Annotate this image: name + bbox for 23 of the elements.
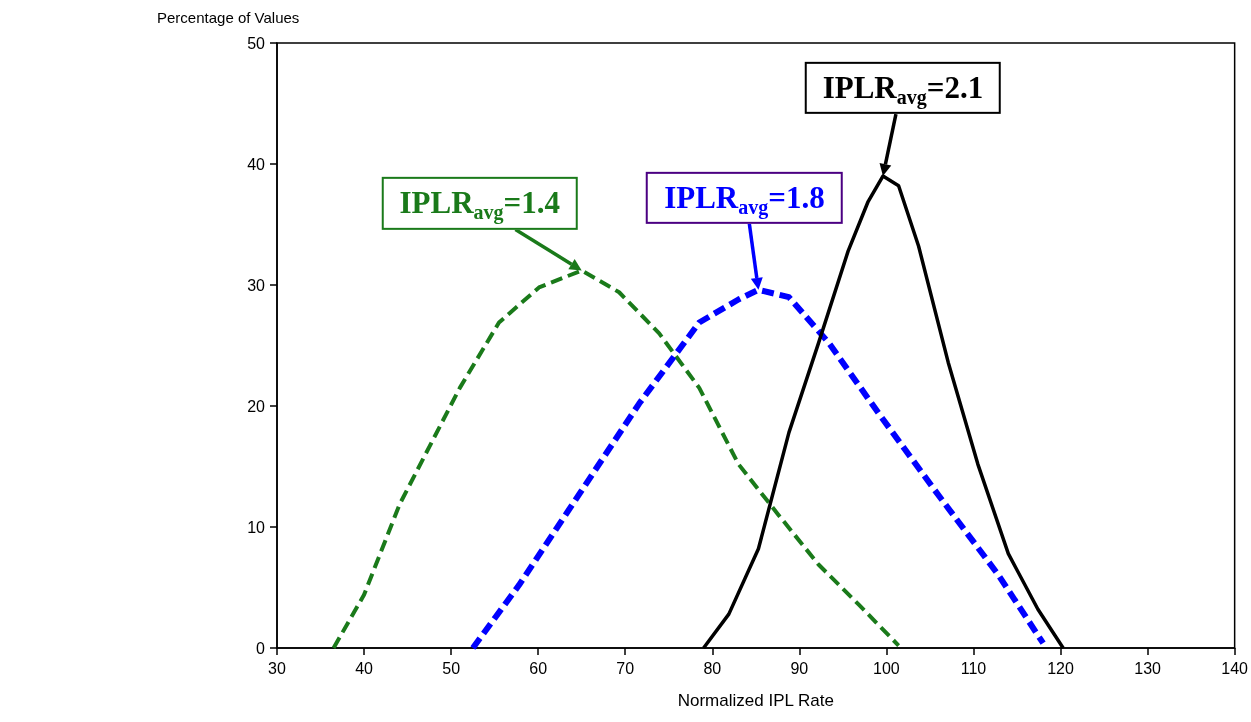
x-tick-label: 50 bbox=[442, 659, 461, 677]
x-tick-label: 100 bbox=[873, 659, 900, 677]
x-tick-label: 80 bbox=[703, 659, 722, 677]
y-tick-label: 40 bbox=[247, 155, 266, 173]
x-tick-label: 120 bbox=[1047, 659, 1074, 677]
annotation: IPLR$_{avg}$=2.1 bbox=[804, 61, 1002, 115]
y-tick-label: 30 bbox=[247, 276, 266, 294]
y-tick-label: 10 bbox=[247, 518, 266, 536]
x-tick-label: 30 bbox=[268, 659, 286, 677]
y-axis-title: Percentage of Values bbox=[157, 9, 300, 26]
x-tick-label: 140 bbox=[1221, 659, 1249, 677]
x-tick-label: 90 bbox=[790, 659, 809, 677]
annotation: IPLR$_{avg}$=1.8 bbox=[646, 171, 843, 224]
x-tick-label: 130 bbox=[1134, 659, 1162, 677]
x-axis-title: Normalized IPL Rate bbox=[677, 691, 834, 710]
y-tick-label: 50 bbox=[247, 34, 266, 52]
annotation: IPLR$_{avg}$=1.4 bbox=[381, 177, 578, 230]
y-tick-label: 0 bbox=[256, 639, 266, 657]
x-tick-label: 110 bbox=[960, 659, 987, 677]
x-tick-label: 70 bbox=[616, 659, 635, 677]
x-tick-label: 40 bbox=[355, 659, 374, 677]
y-tick-label: 20 bbox=[247, 397, 266, 415]
x-tick-label: 60 bbox=[529, 659, 548, 677]
